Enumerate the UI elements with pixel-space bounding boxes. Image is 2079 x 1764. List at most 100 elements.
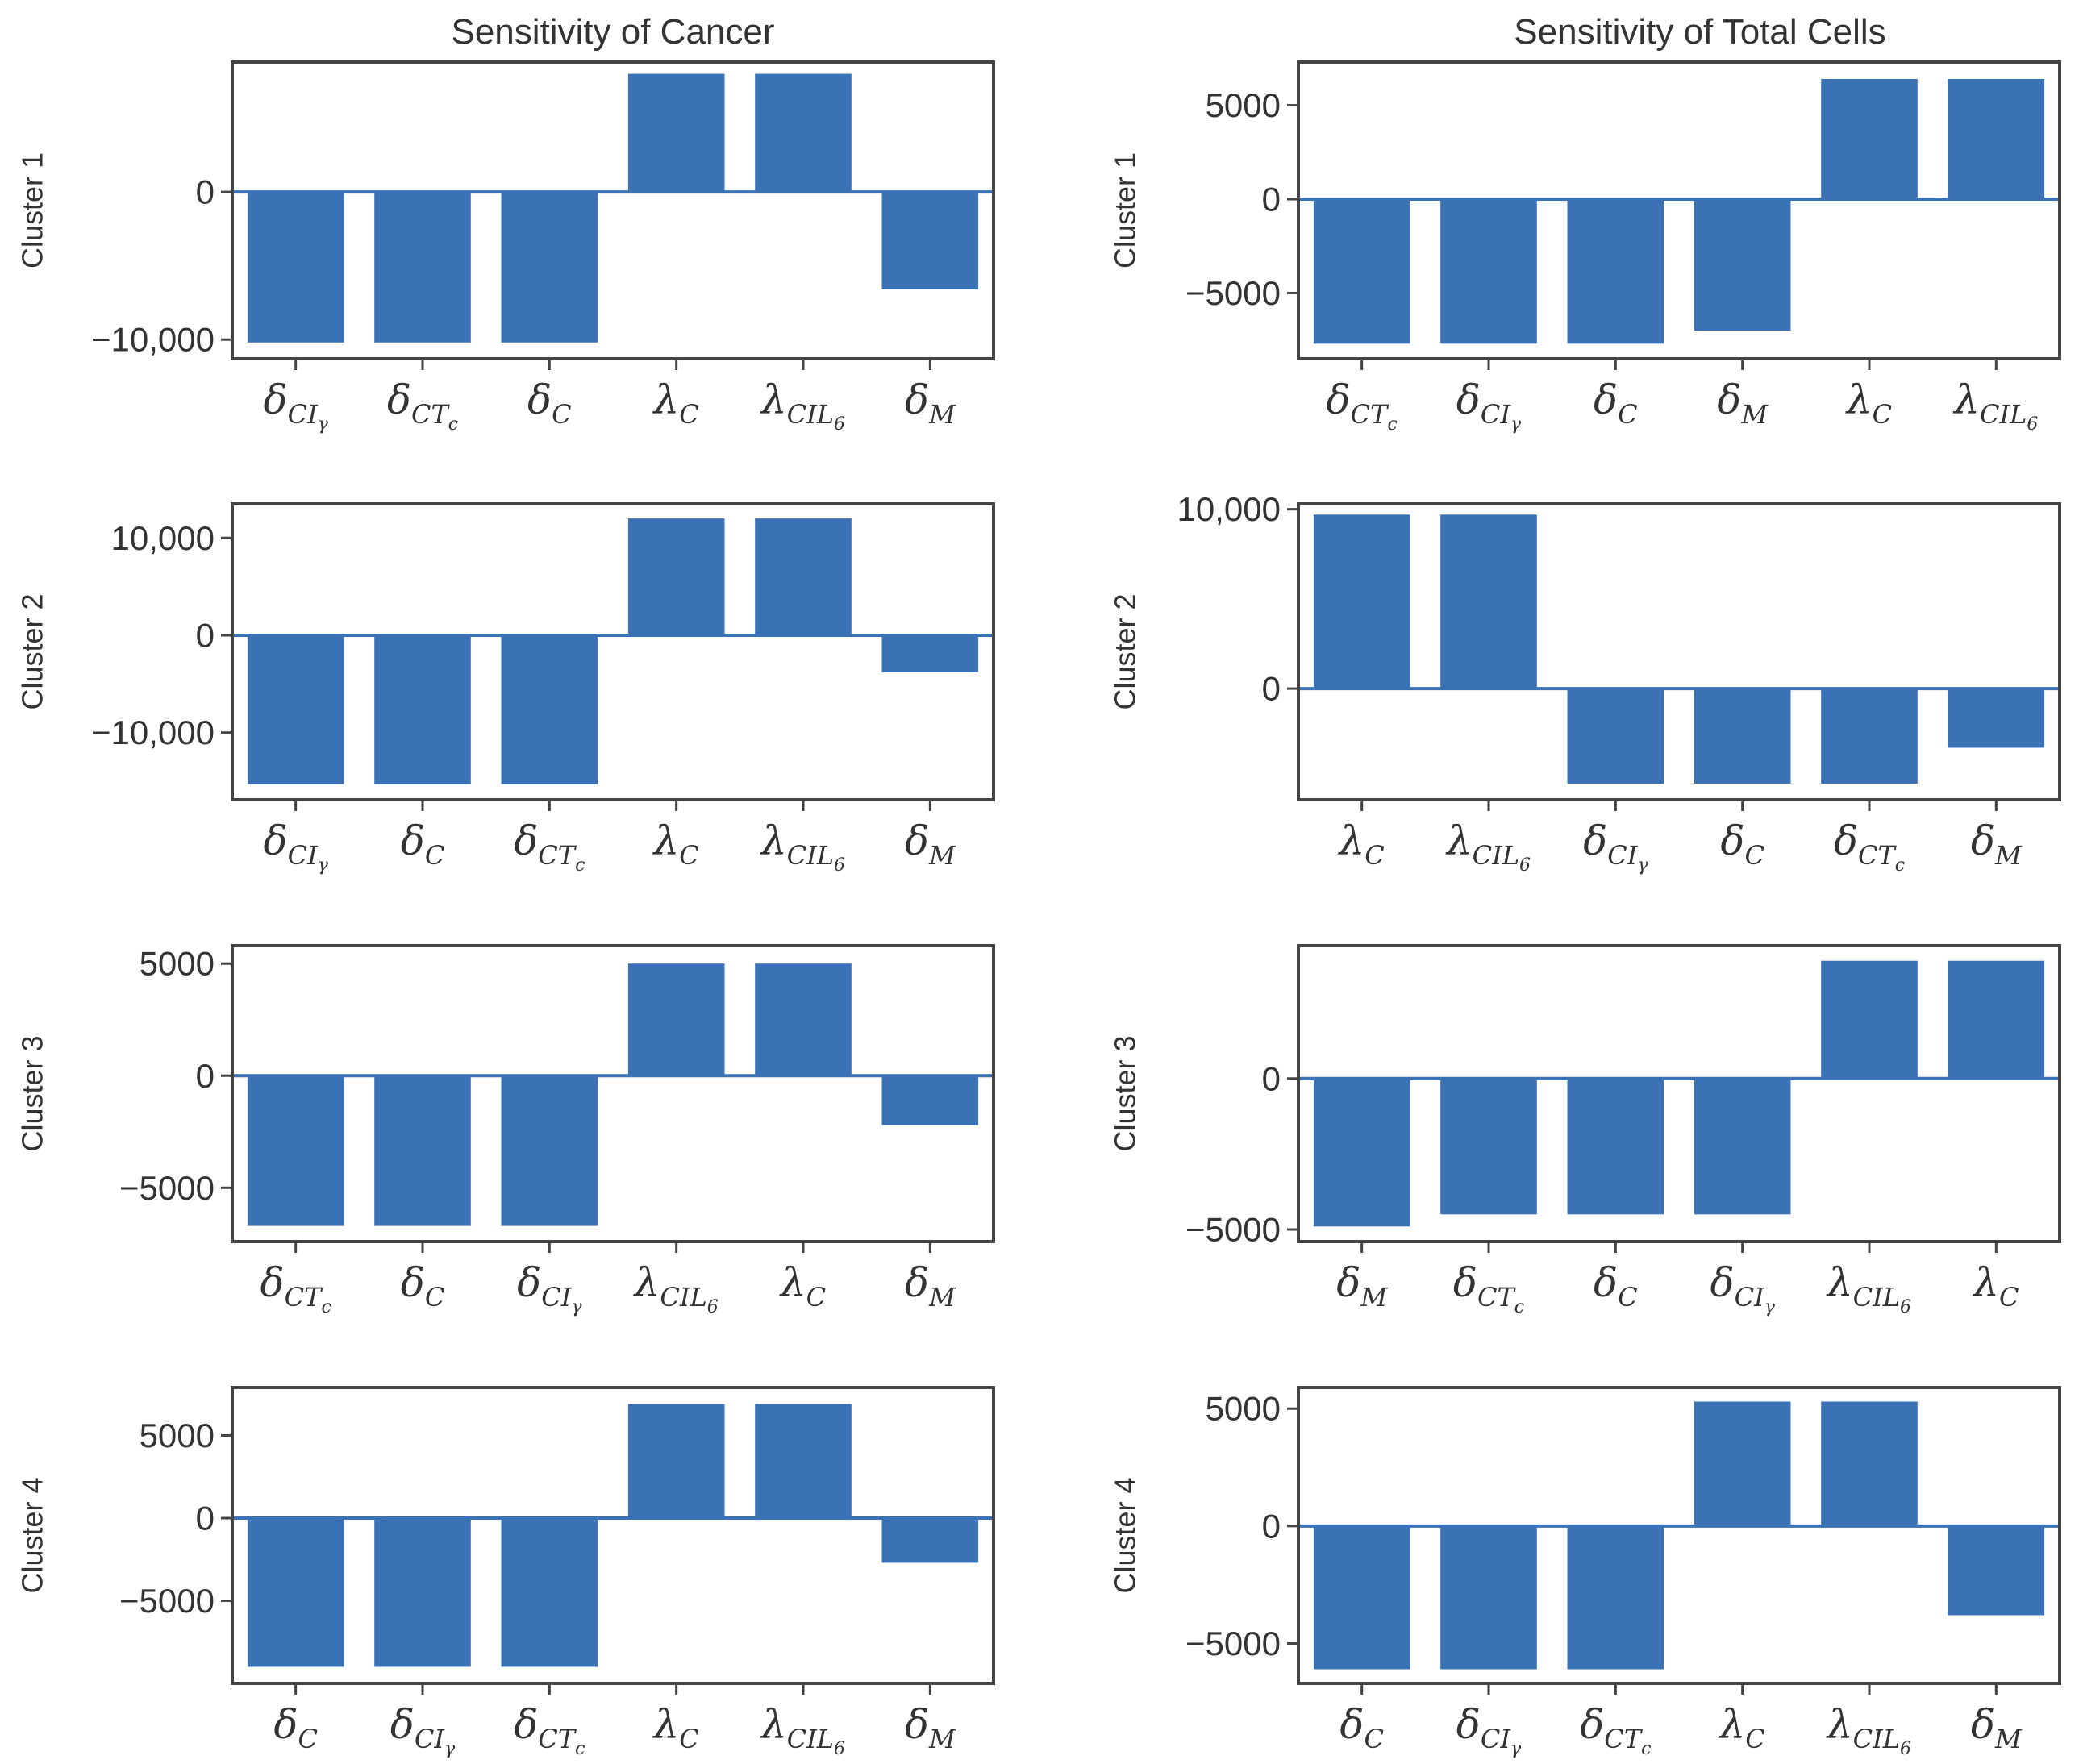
bar-lambda-cil-6 [1440, 514, 1537, 689]
y-tick-label: 10,000 [111, 519, 215, 557]
bar-delta-m [881, 1075, 979, 1125]
axes-frame [231, 60, 995, 360]
x-tick-label-lambda-cil-6: λCIL6 [760, 1701, 845, 1759]
y-tick-label: −5000 [1185, 1211, 1281, 1249]
x-tick-label-lambda-c: λC [1719, 1701, 1765, 1754]
bar-delta-c [247, 1518, 344, 1667]
x-tick-label-lambda-cil-6: λCIL6 [633, 1259, 719, 1317]
y-axis-label: Cluster 3 [16, 1035, 49, 1151]
y-tick-label: −5000 [119, 1582, 215, 1620]
panel-3-cancer: 5000 0 −5000 δCTc δC δCIγ λCIL6 λC δM Cluster 3 [16, 944, 995, 1317]
bar-lambda-c [627, 73, 725, 193]
x-tick-label-delta-ci-gamma: δCIγ [1710, 1259, 1775, 1317]
bar-delta-ci-gamma [1440, 1525, 1537, 1670]
x-tick-label-delta-ct-c: δCTc [1580, 1701, 1651, 1759]
x-tick-label-lambda-cil-6: λCIL6 [1826, 1259, 1911, 1317]
bar-delta-ct-c [1821, 689, 1918, 784]
bar-lambda-cil-6 [1948, 79, 2045, 200]
x-tick-label-lambda-c: λC [652, 377, 699, 430]
panel-2-cancer: 10,000 0 −10,000 δCIγ δC δCTc λC λCIL6 δM Cluster… [16, 502, 995, 876]
x-tick-label-delta-ci-gamma: δCIγ [1456, 377, 1522, 435]
panel-3-total: 0 −5000 δM δCTc δC δCIγ λCIL6 λC Cluster 3 [1109, 944, 2061, 1317]
bar-lambda-c [1821, 79, 1918, 200]
bar-lambda-cil-6 [755, 518, 852, 635]
y-tick-label: 5000 [1206, 86, 1281, 124]
x-tick-label-delta-ci-gamma: δCIγ [263, 377, 328, 435]
bar-lambda-c [627, 1404, 725, 1518]
bar-delta-m [1948, 1525, 2045, 1616]
y-tick-label: 0 [196, 1499, 215, 1537]
x-tick-label-delta-ci-gamma: δCIγ [1456, 1701, 1522, 1759]
bar-delta-ct-c [501, 1518, 598, 1667]
x-tick-label-lambda-cil-6: λCIL6 [1952, 377, 2038, 435]
axes-frame [1297, 944, 2061, 1243]
x-tick-label-delta-c: δC [1594, 1259, 1638, 1313]
bar-lambda-cil-6 [1821, 960, 1918, 1079]
x-tick-label-lambda-c: λC [1845, 377, 1892, 430]
bar-delta-c [374, 1075, 471, 1226]
y-tick-label: −5000 [119, 1169, 215, 1207]
x-tick-label-delta-ct-c: δCTc [514, 1701, 585, 1759]
x-tick-label-lambda-cil-6: λCIL6 [1445, 818, 1531, 876]
x-tick-label-lambda-c: λC [1972, 1259, 2019, 1313]
bar-lambda-cil-6 [1821, 1401, 1918, 1526]
x-tick-label-lambda-cil-6: λCIL6 [760, 818, 845, 876]
panel-1-cancer: 0 −10,000 δCIγ δCTc δC λC λCIL6 δM Cluster 1 [16, 60, 995, 435]
bar-delta-c [1694, 689, 1791, 784]
x-tick-label-delta-ct-c: δCTc [514, 818, 585, 876]
x-tick-label-delta-c: δC [401, 1259, 445, 1313]
axes-frame [1297, 60, 2061, 360]
y-tick-label: 0 [196, 1057, 215, 1095]
bar-delta-ct-c [247, 1075, 344, 1226]
bar-lambda-c [755, 963, 852, 1076]
x-tick-label-delta-c: δC [401, 818, 445, 871]
bar-delta-ct-c [501, 635, 598, 784]
x-tick-label-delta-ct-c: δCTc [1453, 1259, 1524, 1317]
x-tick-label-delta-c: δC [527, 377, 572, 430]
y-axis-label: Cluster 2 [1109, 593, 1142, 709]
axes-frame [231, 502, 995, 801]
axes-frame [1297, 1386, 2061, 1685]
y-tick-label: 5000 [1206, 1390, 1281, 1428]
x-tick-label-lambda-c: λC [779, 1259, 826, 1313]
x-tick-label-delta-c: δC [1720, 818, 1764, 871]
bar-delta-c [1313, 1525, 1410, 1670]
x-tick-label-delta-m: δM [905, 1701, 956, 1754]
bar-delta-m [881, 1518, 979, 1563]
bar-delta-c [374, 635, 471, 784]
axes-frame [231, 944, 995, 1243]
x-tick-label-delta-m: δM [905, 818, 956, 871]
bar-delta-c [501, 192, 598, 343]
panel-4-total: 5000 0 −5000 δC δCIγ δCTc λC λCIL6 δM Cluster 4 [1109, 1386, 2061, 1759]
x-tick-label-delta-ct-c: δCTc [1327, 377, 1398, 435]
bar-lambda-c [1313, 514, 1410, 689]
y-axis-label: Cluster 4 [1109, 1477, 1142, 1593]
y-tick-label: 0 [1262, 1507, 1281, 1545]
bar-delta-m [881, 635, 979, 672]
x-tick-label-delta-c: δC [273, 1701, 318, 1754]
bar-delta-ci-gamma [374, 1518, 471, 1667]
y-tick-label: −5000 [1185, 1625, 1281, 1662]
panel-2-total: 10,000 0 λC λCIL6 δCIγ δC δCTc δM Cluster 2 [1109, 490, 2061, 876]
x-tick-label-delta-c: δC [1594, 377, 1638, 430]
y-axis-label: Cluster 2 [16, 593, 49, 709]
x-tick-label-delta-ct-c: δCTc [1834, 818, 1905, 876]
bar-delta-ct-c [1440, 1078, 1537, 1215]
y-tick-label: 0 [1262, 181, 1281, 218]
bar-lambda-cil-6 [755, 73, 852, 193]
bar-delta-ci-gamma [501, 1075, 598, 1226]
x-tick-label-delta-ct-c: δCTc [260, 1259, 331, 1317]
x-tick-label-delta-m: δM [1971, 818, 2023, 871]
x-tick-label-delta-ci-gamma: δCIγ [1583, 818, 1648, 876]
panel-1-total: 5000 0 −5000 δCTc δCIγ δC δM λC λCIL6 Cluster 1 [1109, 60, 2061, 435]
x-tick-label-delta-m: δM [1971, 1701, 2023, 1754]
x-tick-label-lambda-c: λC [652, 818, 699, 871]
x-tick-label-lambda-c: λC [652, 1701, 699, 1754]
x-tick-label-delta-ci-gamma: δCIγ [390, 1701, 456, 1759]
y-axis-label: Cluster 1 [1109, 152, 1142, 268]
y-tick-label: −10,000 [91, 714, 215, 751]
bar-lambda-c [627, 518, 725, 635]
x-tick-label-delta-ci-gamma: δCIγ [263, 818, 328, 876]
y-axis-label: Cluster 4 [16, 1477, 49, 1593]
